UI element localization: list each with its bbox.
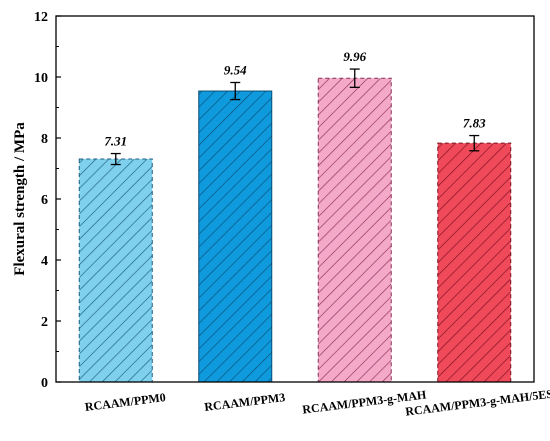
y-tick-label: 0 bbox=[41, 376, 48, 391]
y-tick-label: 10 bbox=[34, 71, 48, 86]
data-label-2: 9.54 bbox=[224, 62, 247, 77]
data-label-4: 7.83 bbox=[463, 116, 486, 131]
y-tick-label: 4 bbox=[41, 254, 48, 269]
bar-4 bbox=[437, 142, 512, 383]
bar-3 bbox=[317, 77, 392, 383]
y-axis-label: Flexural strength / MPa bbox=[12, 122, 28, 276]
bar-2 bbox=[198, 90, 273, 383]
x-tick-label-4: RCAAM/PPM3-g-MAH/5ESO bbox=[405, 385, 550, 418]
y-tick-label: 6 bbox=[41, 193, 48, 208]
x-tick-label-2: RCAAM/PPM3 bbox=[204, 390, 286, 414]
x-tick-label-1: RCAAM/PPM0 bbox=[84, 390, 166, 414]
y-tick-label: 12 bbox=[34, 10, 48, 25]
data-label-1: 7.31 bbox=[104, 134, 127, 149]
y-tick-label: 8 bbox=[41, 132, 48, 147]
y-tick-label: 2 bbox=[41, 315, 48, 330]
bar-1 bbox=[78, 158, 153, 383]
data-label-3: 9.96 bbox=[343, 49, 366, 64]
